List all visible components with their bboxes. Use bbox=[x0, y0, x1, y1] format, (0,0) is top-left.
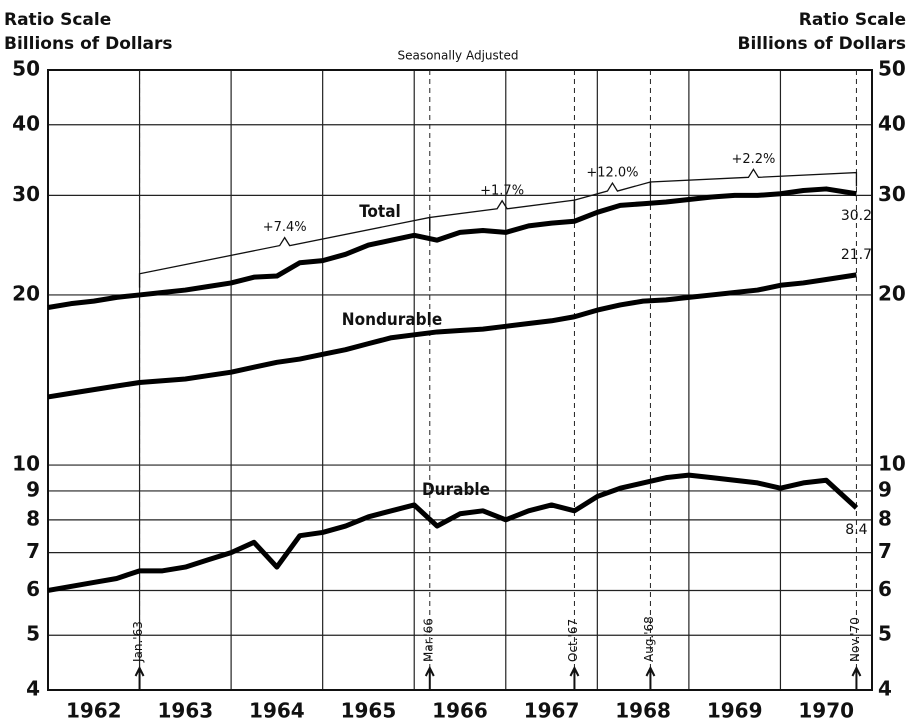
change-label: +7.4% bbox=[263, 220, 307, 235]
x-tick-label: 1963 bbox=[157, 699, 213, 723]
change-label: +2.2% bbox=[731, 152, 775, 167]
x-tick-label: 1966 bbox=[432, 699, 488, 723]
date-arrow bbox=[424, 665, 435, 690]
y-tick-label-right: 4 bbox=[878, 677, 892, 701]
date-marker-label: Aug.'68 bbox=[642, 616, 656, 662]
y-tick-label: 8 bbox=[26, 506, 40, 530]
y-tick-label-right: 9 bbox=[878, 477, 892, 501]
series-label: Total bbox=[359, 202, 401, 222]
change-bracket bbox=[429, 199, 576, 232]
series-label: Nondurable bbox=[342, 310, 442, 330]
plot-frame bbox=[47, 69, 873, 691]
x-tick-label: 1969 bbox=[707, 699, 763, 723]
axis-title-left: Billions of Dollars bbox=[4, 34, 173, 54]
end-value-label: 21.7 bbox=[841, 247, 872, 263]
change-label: +1.7% bbox=[480, 183, 524, 198]
y-tick-label-right: 30 bbox=[878, 182, 906, 206]
y-tick-label-right: 50 bbox=[878, 57, 906, 81]
series-line bbox=[47, 272, 857, 400]
y-tick-label: 30 bbox=[12, 182, 40, 206]
y-tick-label: 4 bbox=[26, 677, 40, 701]
date-arrow bbox=[134, 665, 145, 690]
y-tick-label-right: 8 bbox=[878, 506, 892, 530]
date-arrow bbox=[645, 665, 656, 690]
y-tick-label: 7 bbox=[26, 539, 40, 563]
y-tick-label: 40 bbox=[12, 111, 40, 135]
end-value-label: 30.2 bbox=[841, 208, 872, 224]
y-tick-label-right: 20 bbox=[878, 281, 906, 305]
y-tick-label: 6 bbox=[26, 577, 40, 601]
y-tick-label-right: 40 bbox=[878, 111, 906, 135]
subtitle: Seasonally Adjusted bbox=[397, 49, 518, 63]
axis-title-right: Ratio Scale bbox=[799, 10, 906, 30]
y-tick-label-right: 6 bbox=[878, 577, 892, 601]
x-tick-label: 1964 bbox=[249, 699, 305, 723]
x-tick-label: 1967 bbox=[524, 699, 580, 723]
date-marker-label: Nov.'70 bbox=[848, 617, 862, 662]
series-line bbox=[47, 186, 857, 310]
y-tick-label-right: 10 bbox=[878, 452, 906, 476]
y-tick-label: 50 bbox=[12, 57, 40, 81]
change-label: +12.0% bbox=[586, 166, 638, 181]
date-arrow bbox=[569, 665, 580, 690]
y-tick-label: 9 bbox=[26, 477, 40, 501]
y-tick-label-right: 7 bbox=[878, 539, 892, 563]
x-tick-label: 1968 bbox=[615, 699, 671, 723]
end-value-label: 8.4 bbox=[845, 522, 867, 538]
date-marker-label: Mar.'66 bbox=[421, 618, 435, 662]
x-tick-label: 1970 bbox=[798, 699, 854, 723]
date-arrow bbox=[851, 665, 862, 690]
change-bracket bbox=[649, 168, 858, 196]
y-tick-label: 5 bbox=[26, 622, 40, 646]
x-tick-label: 1962 bbox=[66, 699, 122, 723]
date-marker-label: Jan.'63 bbox=[131, 621, 145, 663]
axis-title-right: Billions of Dollars bbox=[738, 34, 907, 54]
series-label: Durable bbox=[422, 480, 490, 500]
date-marker-label: Oct.'67 bbox=[566, 619, 580, 662]
series-line bbox=[47, 472, 859, 593]
axis-title-left: Ratio Scale bbox=[4, 10, 111, 30]
x-tick-label: 1965 bbox=[341, 699, 397, 723]
y-tick-label-right: 5 bbox=[878, 622, 892, 646]
y-tick-label: 20 bbox=[12, 281, 40, 305]
y-tick-label: 10 bbox=[12, 452, 40, 476]
